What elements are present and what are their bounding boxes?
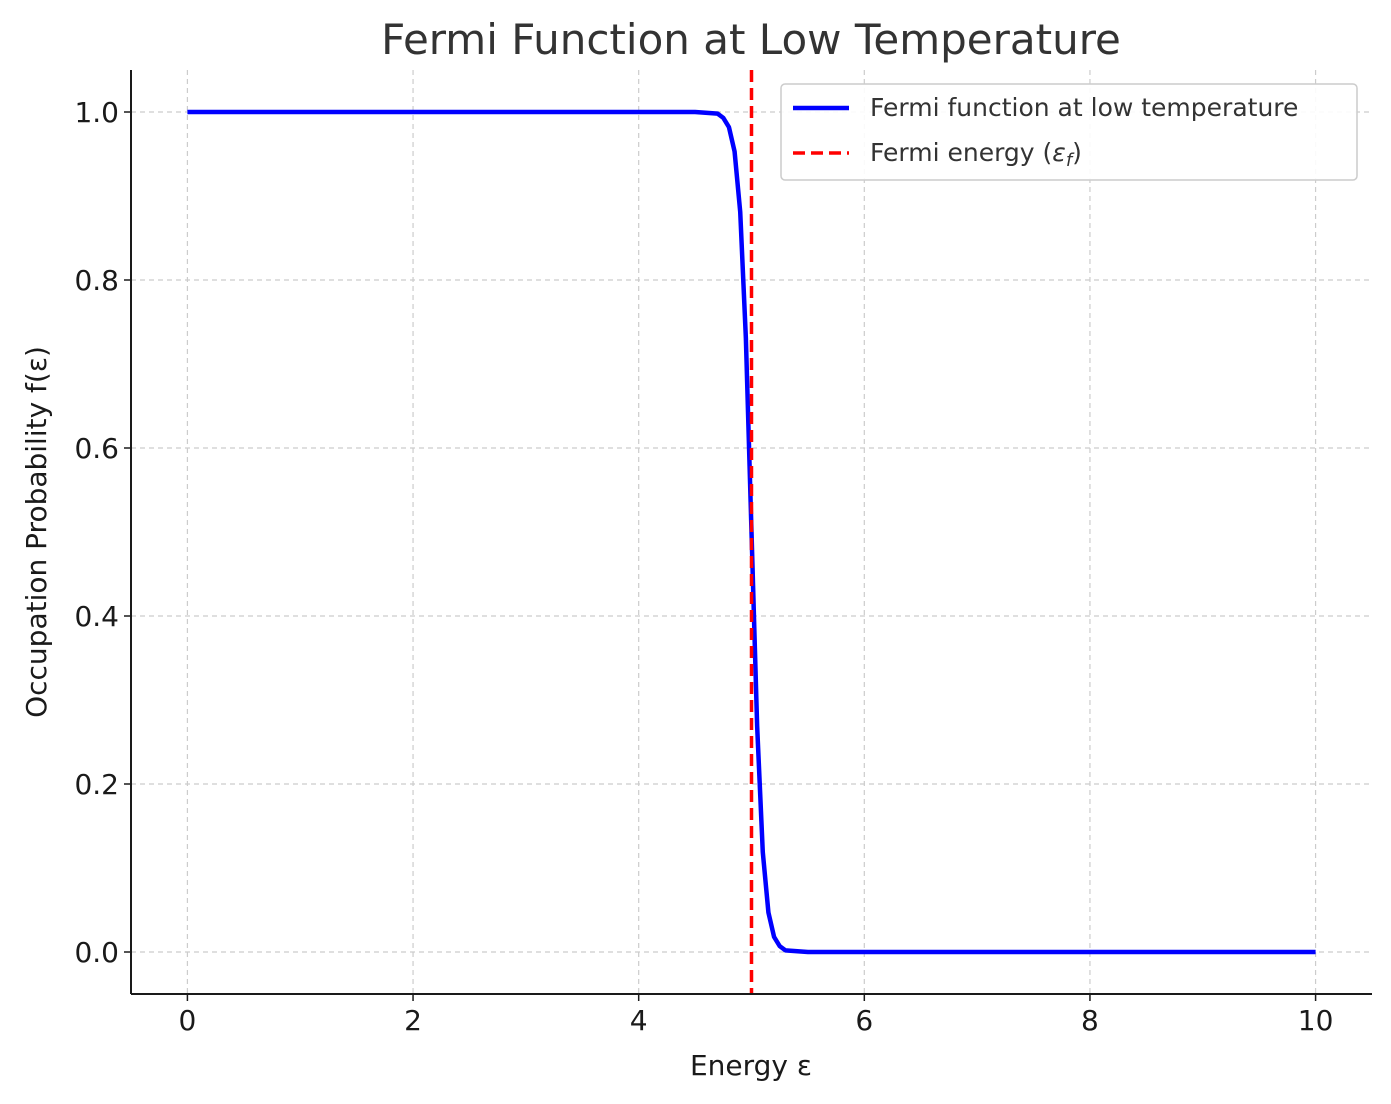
x-tick-label: 0 bbox=[178, 1004, 196, 1037]
chart-title: Fermi Function at Low Temperature bbox=[381, 15, 1121, 64]
axes-layer: 0 2 4 6 8 10 0.0 0.2 0.4 0.6 0.8 1.0 bbox=[74, 70, 1372, 1037]
x-tick-label: 4 bbox=[630, 1004, 648, 1037]
y-tick-label: 1.0 bbox=[74, 96, 119, 129]
x-tick-label: 2 bbox=[404, 1004, 422, 1037]
y-tick-label: 0.4 bbox=[74, 600, 119, 633]
x-tick-label: 10 bbox=[1298, 1004, 1334, 1037]
y-tick-label: 0.2 bbox=[74, 768, 119, 801]
x-tick-label: 6 bbox=[855, 1004, 873, 1037]
legend: Fermi function at low temperature Fermi e… bbox=[781, 84, 1357, 180]
legend-label-fermi-energy: Fermi energy (εf) bbox=[870, 138, 1082, 171]
legend-label-fermi-function: Fermi function at low temperature bbox=[870, 93, 1298, 122]
y-tick-label: 0.6 bbox=[74, 432, 119, 465]
x-tick-label: 8 bbox=[1081, 1004, 1099, 1037]
y-tick-label: 0.0 bbox=[74, 936, 119, 969]
y-tick-label: 0.8 bbox=[74, 264, 119, 297]
data-layer bbox=[187, 70, 1315, 994]
x-axis-label: Energy ε bbox=[690, 1049, 812, 1082]
y-axis-label: Occupation Probability f(ε) bbox=[20, 346, 53, 718]
